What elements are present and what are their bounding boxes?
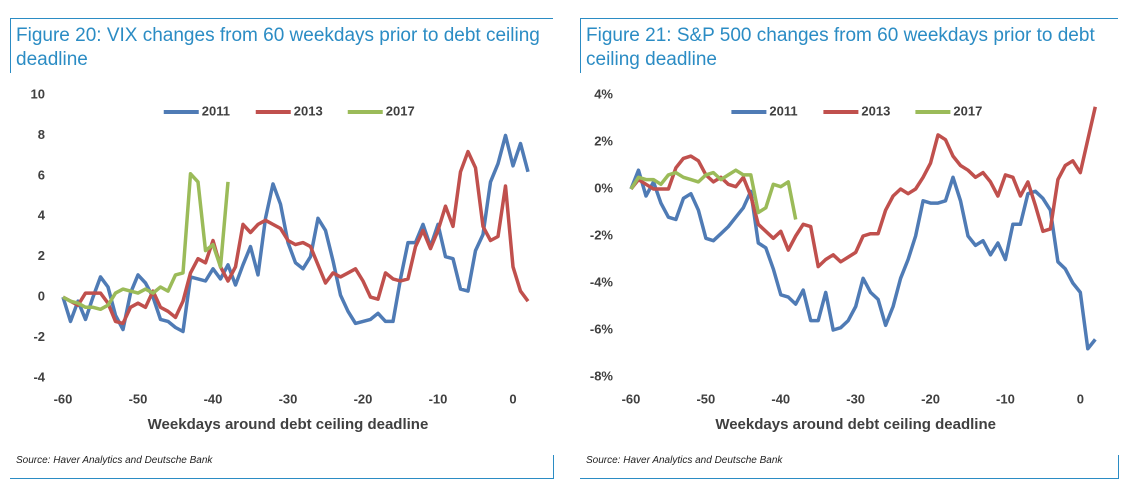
x-tick-label: -30 (279, 391, 298, 406)
y-tick-label: 0% (594, 180, 613, 195)
series-line (62, 149, 530, 326)
frame (10, 478, 553, 479)
series-line (629, 168, 1097, 351)
x-tick-label: 0 (509, 391, 516, 406)
legend-label: 2017 (386, 103, 415, 118)
legend-label: 2011 (202, 103, 230, 118)
series-line (62, 172, 230, 312)
legend-label: 2011 (769, 103, 797, 118)
source: Source: Haver Analytics and Deutsche Ban… (16, 455, 213, 466)
y-tick-label: -2 (33, 329, 45, 344)
y-tick-label: 2% (594, 133, 613, 148)
frame (10, 18, 11, 73)
y-tick-label: 8 (38, 127, 45, 142)
legend-label: 2013 (294, 103, 323, 118)
frame (10, 18, 553, 19)
x-tick-label: -20 (354, 391, 373, 406)
frame (553, 455, 554, 479)
x-tick-label: -50 (696, 391, 715, 406)
x-tick-label: -60 (54, 391, 73, 406)
frame (580, 478, 1118, 479)
series-line (61, 133, 530, 334)
x-axis-label: Weekdays around debt ceiling deadline (715, 416, 996, 433)
x-tick-label: -40 (771, 391, 790, 406)
x-tick-label: -50 (129, 391, 148, 406)
series-line (629, 106, 1098, 269)
frame (1118, 455, 1119, 479)
x-tick-label: -60 (622, 391, 641, 406)
series-line (629, 168, 798, 220)
x-tick-label: -10 (429, 391, 448, 406)
x-tick-label: -20 (921, 391, 940, 406)
chart-title: Figure 21: S&P 500 changes from 60 weekd… (586, 25, 1095, 70)
y-tick-label: 2 (38, 248, 45, 263)
source: Source: Haver Analytics and Deutsche Ban… (586, 455, 783, 466)
y-tick-label: -2% (590, 227, 614, 242)
y-tick-label: -4 (33, 369, 45, 384)
frame (580, 18, 1118, 19)
y-tick-label: -8% (590, 368, 614, 383)
x-tick-label: -10 (996, 391, 1015, 406)
chart-title: Figure 20: VIX changes from 60 weekdays … (16, 25, 540, 70)
x-tick-label: 0 (1077, 391, 1084, 406)
x-tick-label: -40 (204, 391, 223, 406)
legend-label: 2017 (953, 103, 982, 118)
y-tick-label: 0 (38, 289, 45, 304)
x-axis-label: Weekdays around debt ceiling deadline (148, 416, 429, 433)
legend-label: 2013 (861, 103, 890, 118)
y-tick-label: 10 (31, 86, 45, 101)
y-tick-label: -4% (590, 274, 614, 289)
y-tick-label: 6 (38, 167, 45, 182)
y-tick-label: 4% (594, 86, 613, 101)
y-tick-label: -6% (590, 321, 614, 336)
y-tick-label: 4 (38, 208, 46, 223)
x-tick-label: -30 (846, 391, 865, 406)
frame (580, 18, 581, 73)
